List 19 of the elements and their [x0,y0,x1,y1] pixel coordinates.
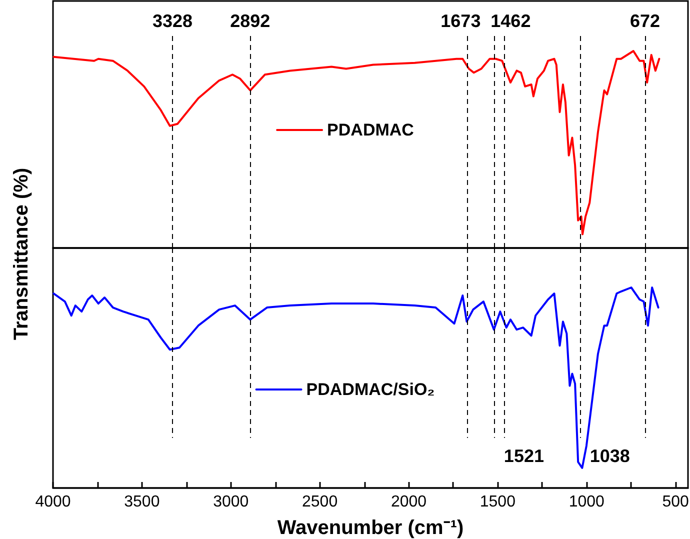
y-axis-title: Transmittance (%) [10,168,34,340]
ref-line-label: 2892 [230,11,270,32]
x-tick-label: 2500 [302,494,338,510]
x-tick-label: 1000 [568,494,605,510]
ref-line-label: 1673 [440,11,481,32]
x-tick-label: 1500 [480,494,516,510]
ref-line-label: 1462 [490,11,531,32]
ref-line-label: 672 [630,11,660,32]
x-axis-title: Wavenumber (cm⁻¹) [277,517,464,539]
legend-label: PDADMAC/SiO₂ [306,380,435,399]
ref-line-label: 1038 [590,446,630,466]
ref-line-label: 3328 [152,11,193,32]
x-tick-label: 4000 [35,494,71,510]
x-tick-label: 2000 [390,494,427,510]
x-tick-label: 3500 [124,494,160,510]
x-tick-label: 3000 [213,494,249,510]
ref-line-label: 1521 [504,446,544,466]
legend-label: PDADMAC [327,120,414,140]
x-tick-label: 500 [662,494,689,510]
